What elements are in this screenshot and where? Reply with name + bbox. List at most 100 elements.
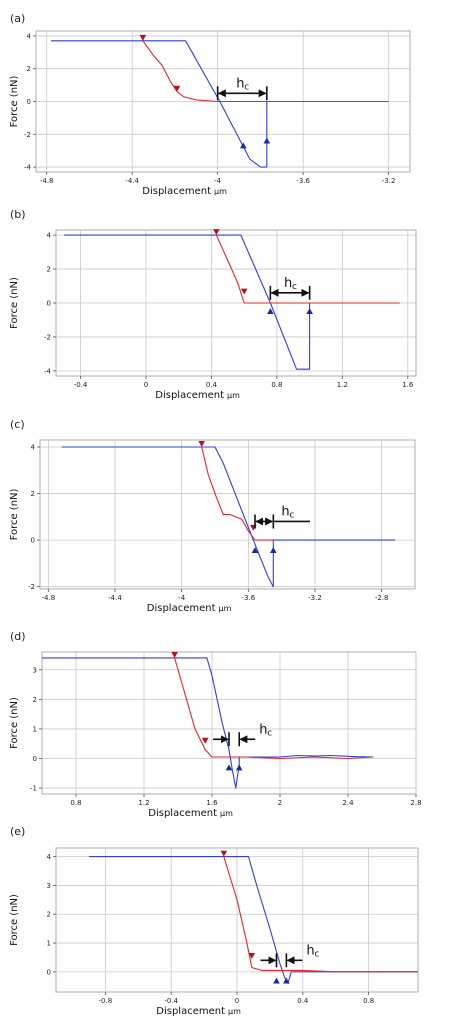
y-tick-label: 4 xyxy=(27,32,32,40)
x-tick-label: -3.2 xyxy=(382,177,396,185)
x-tick-label: 1.2 xyxy=(337,381,348,389)
y-tick-label: 4 xyxy=(31,443,36,451)
panel-label: (c) xyxy=(10,418,25,431)
retract-marker xyxy=(273,977,280,984)
retract-marker xyxy=(270,547,277,554)
hc-label: h xyxy=(284,276,292,291)
x-tick-label: 1.6 xyxy=(206,799,218,807)
hc-label: h xyxy=(259,722,267,737)
x-tick-label: 1.2 xyxy=(138,799,149,807)
hc-label: h xyxy=(236,76,244,91)
chart-panel-5: (e) -0.8 -0.4 0 0.4 0.8 0 1 2 3 4 Displacement μm For… xyxy=(9,825,419,1017)
x-axis-unit: μm xyxy=(227,391,240,400)
x-axis-unit: μm xyxy=(219,604,232,613)
approach-marker xyxy=(213,229,220,236)
y-tick-label: 0 xyxy=(47,968,51,976)
y-axis-label: Force (nN) xyxy=(9,277,20,329)
y-tick-label: 0 xyxy=(27,98,31,106)
series-line-retract xyxy=(42,657,374,789)
y-tick-label: 2 xyxy=(33,696,37,704)
hc-label-subscript: c xyxy=(244,82,249,92)
x-tick-label: -4 xyxy=(214,177,222,185)
approach-marker xyxy=(139,34,147,41)
chart-panel-3: (c) -4.8 -4.4 -4 -3.6 -3.2 -2.8 -2 0 2 4 Displaceme… xyxy=(9,418,416,614)
series-line-retract xyxy=(51,40,389,168)
x-axis-label: Displacement xyxy=(148,808,217,819)
chart-panel-1: (a) -4.8 -4.4 -4 -3.6 -3.2 -4 -2 0 2 4 Displacement… xyxy=(9,12,411,197)
chart-panel-2: (b) -0.4 0 0.4 0.8 1.2 1.6 -4 -2 0 2 4 Displacement μ… xyxy=(9,208,417,401)
x-tick-label: -0.8 xyxy=(99,997,113,1005)
plot-area xyxy=(41,651,417,795)
y-tick-label: 2 xyxy=(27,65,31,73)
x-tick-label: 0 xyxy=(235,997,239,1005)
retract-marker xyxy=(251,547,259,554)
x-tick-label: -4.8 xyxy=(40,177,54,185)
series-line-approach xyxy=(223,856,418,973)
y-tick-label: -1 xyxy=(30,785,37,793)
x-tick-label: -0.4 xyxy=(164,997,178,1005)
x-tick-label: -4 xyxy=(178,594,186,602)
y-tick-label: -2 xyxy=(44,333,51,341)
hc-label-subscript: c xyxy=(314,949,319,959)
y-axis-label: Force (nN) xyxy=(9,697,20,749)
retract-marker xyxy=(306,308,313,315)
approach-marker xyxy=(173,85,181,92)
y-axis-label: Force (nN) xyxy=(9,75,20,127)
panel-label: (e) xyxy=(10,825,25,838)
series-line-approach xyxy=(201,446,274,541)
x-axis-unit: μm xyxy=(228,1007,241,1016)
approach-marker xyxy=(171,651,178,658)
hc-label: h xyxy=(281,504,289,519)
approach-marker xyxy=(240,288,248,295)
y-tick-label: 3 xyxy=(33,666,37,674)
x-tick-label: -3.2 xyxy=(308,594,322,602)
x-tick-label: -4.4 xyxy=(125,177,139,185)
x-axis-label: Displacement xyxy=(142,186,211,197)
retract-marker xyxy=(263,137,271,144)
y-tick-label: -4 xyxy=(44,367,52,375)
x-axis-label: Displacement xyxy=(155,390,224,401)
y-tick-label: 4 xyxy=(47,232,52,240)
x-tick-label: 2.4 xyxy=(342,799,354,807)
y-tick-label: -2 xyxy=(24,131,31,139)
hc-label-subscript: c xyxy=(289,510,294,520)
x-tick-label: 1.6 xyxy=(402,381,414,389)
x-axis-label: Displacement xyxy=(147,603,216,614)
x-tick-label: 0.4 xyxy=(206,381,218,389)
x-tick-label: -3.6 xyxy=(296,177,310,185)
retract-marker xyxy=(235,764,243,771)
series-line-approach xyxy=(215,234,400,304)
x-tick-label: -4.4 xyxy=(108,594,122,602)
approach-marker xyxy=(220,850,228,857)
y-tick-label: -4 xyxy=(24,164,32,172)
y-tick-label: 2 xyxy=(47,266,51,274)
x-tick-label: -2.8 xyxy=(375,594,389,602)
x-tick-label: 0.8 xyxy=(363,997,374,1005)
retract-marker xyxy=(240,142,247,149)
x-axis-unit: μm xyxy=(220,809,233,818)
retract-marker xyxy=(267,308,274,315)
y-tick-label: 1 xyxy=(47,940,51,948)
x-axis-unit: μm xyxy=(214,187,227,196)
y-tick-label: 3 xyxy=(47,882,51,890)
hc-label: h xyxy=(306,943,314,958)
x-tick-label: -4.8 xyxy=(41,594,55,602)
x-tick-label: 0.8 xyxy=(70,799,81,807)
x-tick-label: 2.8 xyxy=(410,799,421,807)
x-tick-label: 2 xyxy=(278,799,282,807)
x-tick-label: 0.4 xyxy=(297,997,309,1005)
retract-marker xyxy=(225,764,233,771)
y-tick-label: 4 xyxy=(47,853,52,861)
approach-marker xyxy=(201,737,209,744)
y-tick-label: 0 xyxy=(47,300,51,308)
series-line-retract xyxy=(88,856,418,984)
x-axis-label: Displacement xyxy=(156,1006,225,1017)
hc-label-subscript: c xyxy=(292,282,297,292)
y-tick-label: 1 xyxy=(33,725,37,733)
x-tick-label: -0.4 xyxy=(74,381,88,389)
